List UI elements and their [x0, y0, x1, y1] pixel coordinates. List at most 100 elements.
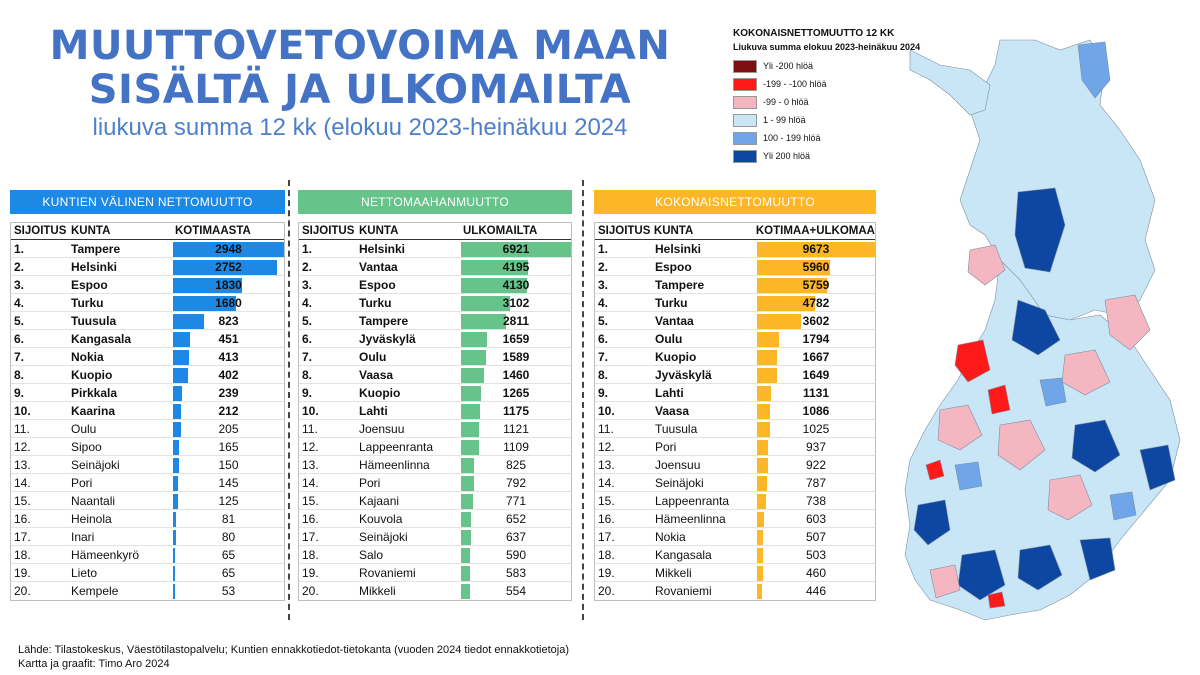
value-label: 1460: [502, 367, 530, 382]
value-bar: [173, 493, 178, 509]
value-label: 81: [221, 511, 236, 526]
value-bar: [173, 529, 176, 545]
map-blue-south-1: [957, 549, 1006, 601]
value-cell: 205: [173, 421, 284, 437]
municipality-cell: Lahti: [655, 385, 684, 400]
value-bar: [757, 475, 767, 491]
table-row: 7. Oulu 1589: [299, 348, 571, 366]
map-lightblue-3: [1109, 491, 1137, 521]
table-row: 17. Nokia 507: [595, 528, 875, 546]
value-bar: [461, 349, 487, 365]
table-row: 6. Kangasala 451: [11, 330, 284, 348]
map-lapland-west-arm: [909, 49, 991, 116]
value-cell: 2811: [461, 313, 571, 329]
domestic-table-title: KUNTIEN VÄLINEN NETTOMUUTTO: [10, 190, 285, 214]
table-row: 20. Mikkeli 554: [299, 582, 571, 600]
value-label: 125: [218, 493, 239, 508]
value-cell: 922: [757, 457, 875, 473]
municipality-cell: Lappeenranta: [655, 493, 730, 508]
rank-cell: 16.: [598, 511, 615, 526]
value-bar: [173, 277, 242, 293]
table-row: 6. Jyväskylä 1659: [299, 330, 571, 348]
column-header-rank: SIJOITUS: [302, 225, 355, 237]
value-bar: [173, 259, 277, 275]
value-bar: [757, 529, 764, 545]
value-cell: 825: [461, 457, 571, 473]
value-bar: [757, 241, 875, 257]
legend-swatch: [733, 131, 757, 145]
column-header-municipality: KUNTA: [653, 225, 694, 237]
map-lightblue-1: [1039, 377, 1067, 407]
value-cell: 1109: [461, 439, 571, 455]
map-pink-east-2: [1061, 349, 1111, 396]
value-cell: 2948: [173, 241, 284, 257]
table-row: 5. Tuusula 823: [11, 312, 284, 330]
value-label: 503: [805, 547, 827, 562]
rank-cell: 12.: [14, 439, 31, 454]
legend-swatch: [733, 149, 757, 163]
municipality-cell: Seinäjoki: [655, 475, 704, 490]
value-bar: [461, 511, 472, 527]
value-cell: 823: [173, 313, 284, 329]
value-cell: 81: [173, 511, 284, 527]
value-bar: [757, 385, 771, 401]
value-cell: 6921: [461, 241, 571, 257]
value-cell: 554: [461, 583, 571, 599]
map-pink-central: [997, 419, 1046, 471]
value-cell: 652: [461, 511, 571, 527]
value-label: 413: [218, 349, 239, 364]
value-bar: [757, 421, 770, 437]
rank-cell: 3.: [598, 277, 609, 292]
value-label: 6921: [502, 241, 530, 256]
value-cell: 738: [757, 493, 875, 509]
total-table-title: KOKONAISNETTOMUUTTO: [594, 190, 876, 214]
value-cell: 5759: [757, 277, 875, 293]
municipality-cell: Kouvola: [359, 511, 403, 526]
immigration-table-title: NETTOMAAHANMUUTTO: [298, 190, 572, 214]
value-cell: 637: [461, 529, 571, 545]
value-bar: [173, 584, 175, 599]
value-bar: [757, 277, 828, 293]
rank-cell: 17.: [14, 529, 31, 544]
table-row: 8. Kuopio 402: [11, 366, 284, 384]
value-bar: [461, 241, 571, 257]
value-label: 792: [505, 475, 527, 490]
value-bar: [461, 457, 475, 473]
rank-cell: 3.: [302, 277, 313, 292]
municipality-cell: Nokia: [71, 349, 104, 364]
map-pink-northwest: [967, 244, 1006, 286]
rank-cell: 9.: [14, 385, 25, 400]
value-label: 1589: [502, 349, 530, 364]
rank-cell: 4.: [302, 295, 313, 310]
table-row: 4. Turku 1680: [11, 294, 284, 312]
legend-label: Yli 200 hlöä: [763, 151, 811, 161]
value-bar: [461, 313, 506, 329]
value-bar: [757, 367, 778, 383]
rank-cell: 15.: [14, 493, 31, 508]
value-cell: 4782: [757, 295, 875, 311]
rank-cell: 10.: [302, 403, 319, 418]
map-north-dark-block: [1014, 187, 1066, 273]
value-bar: [173, 367, 189, 383]
column-header-value: ULKOMAILTA: [463, 225, 538, 237]
table-row: 3. Espoo 4130: [299, 276, 571, 294]
municipality-cell: Espoo: [71, 277, 108, 292]
table-column-headers: SIJOITUS KUNTA ULKOMAILTA: [299, 223, 571, 240]
value-label: 239: [218, 385, 239, 400]
table-row: 13. Seinäjoki 150: [11, 456, 284, 474]
rank-cell: 11.: [598, 421, 614, 436]
rank-cell: 2.: [302, 259, 313, 274]
value-label: 65: [221, 565, 236, 580]
value-cell: 937: [757, 439, 875, 455]
municipality-cell: Tampere: [655, 277, 705, 292]
table-row: 16. Kouvola 652: [299, 510, 571, 528]
value-bar: [461, 565, 471, 581]
table-row: 18. Hämeenkyrö 65: [11, 546, 284, 564]
value-cell: 590: [461, 547, 571, 563]
value-bar: [757, 259, 830, 275]
value-bar: [173, 313, 204, 329]
value-label: 205: [218, 421, 239, 436]
municipality-cell: Inari: [71, 529, 95, 544]
column-header-rank: SIJOITUS: [14, 225, 67, 237]
value-label: 825: [505, 457, 527, 472]
